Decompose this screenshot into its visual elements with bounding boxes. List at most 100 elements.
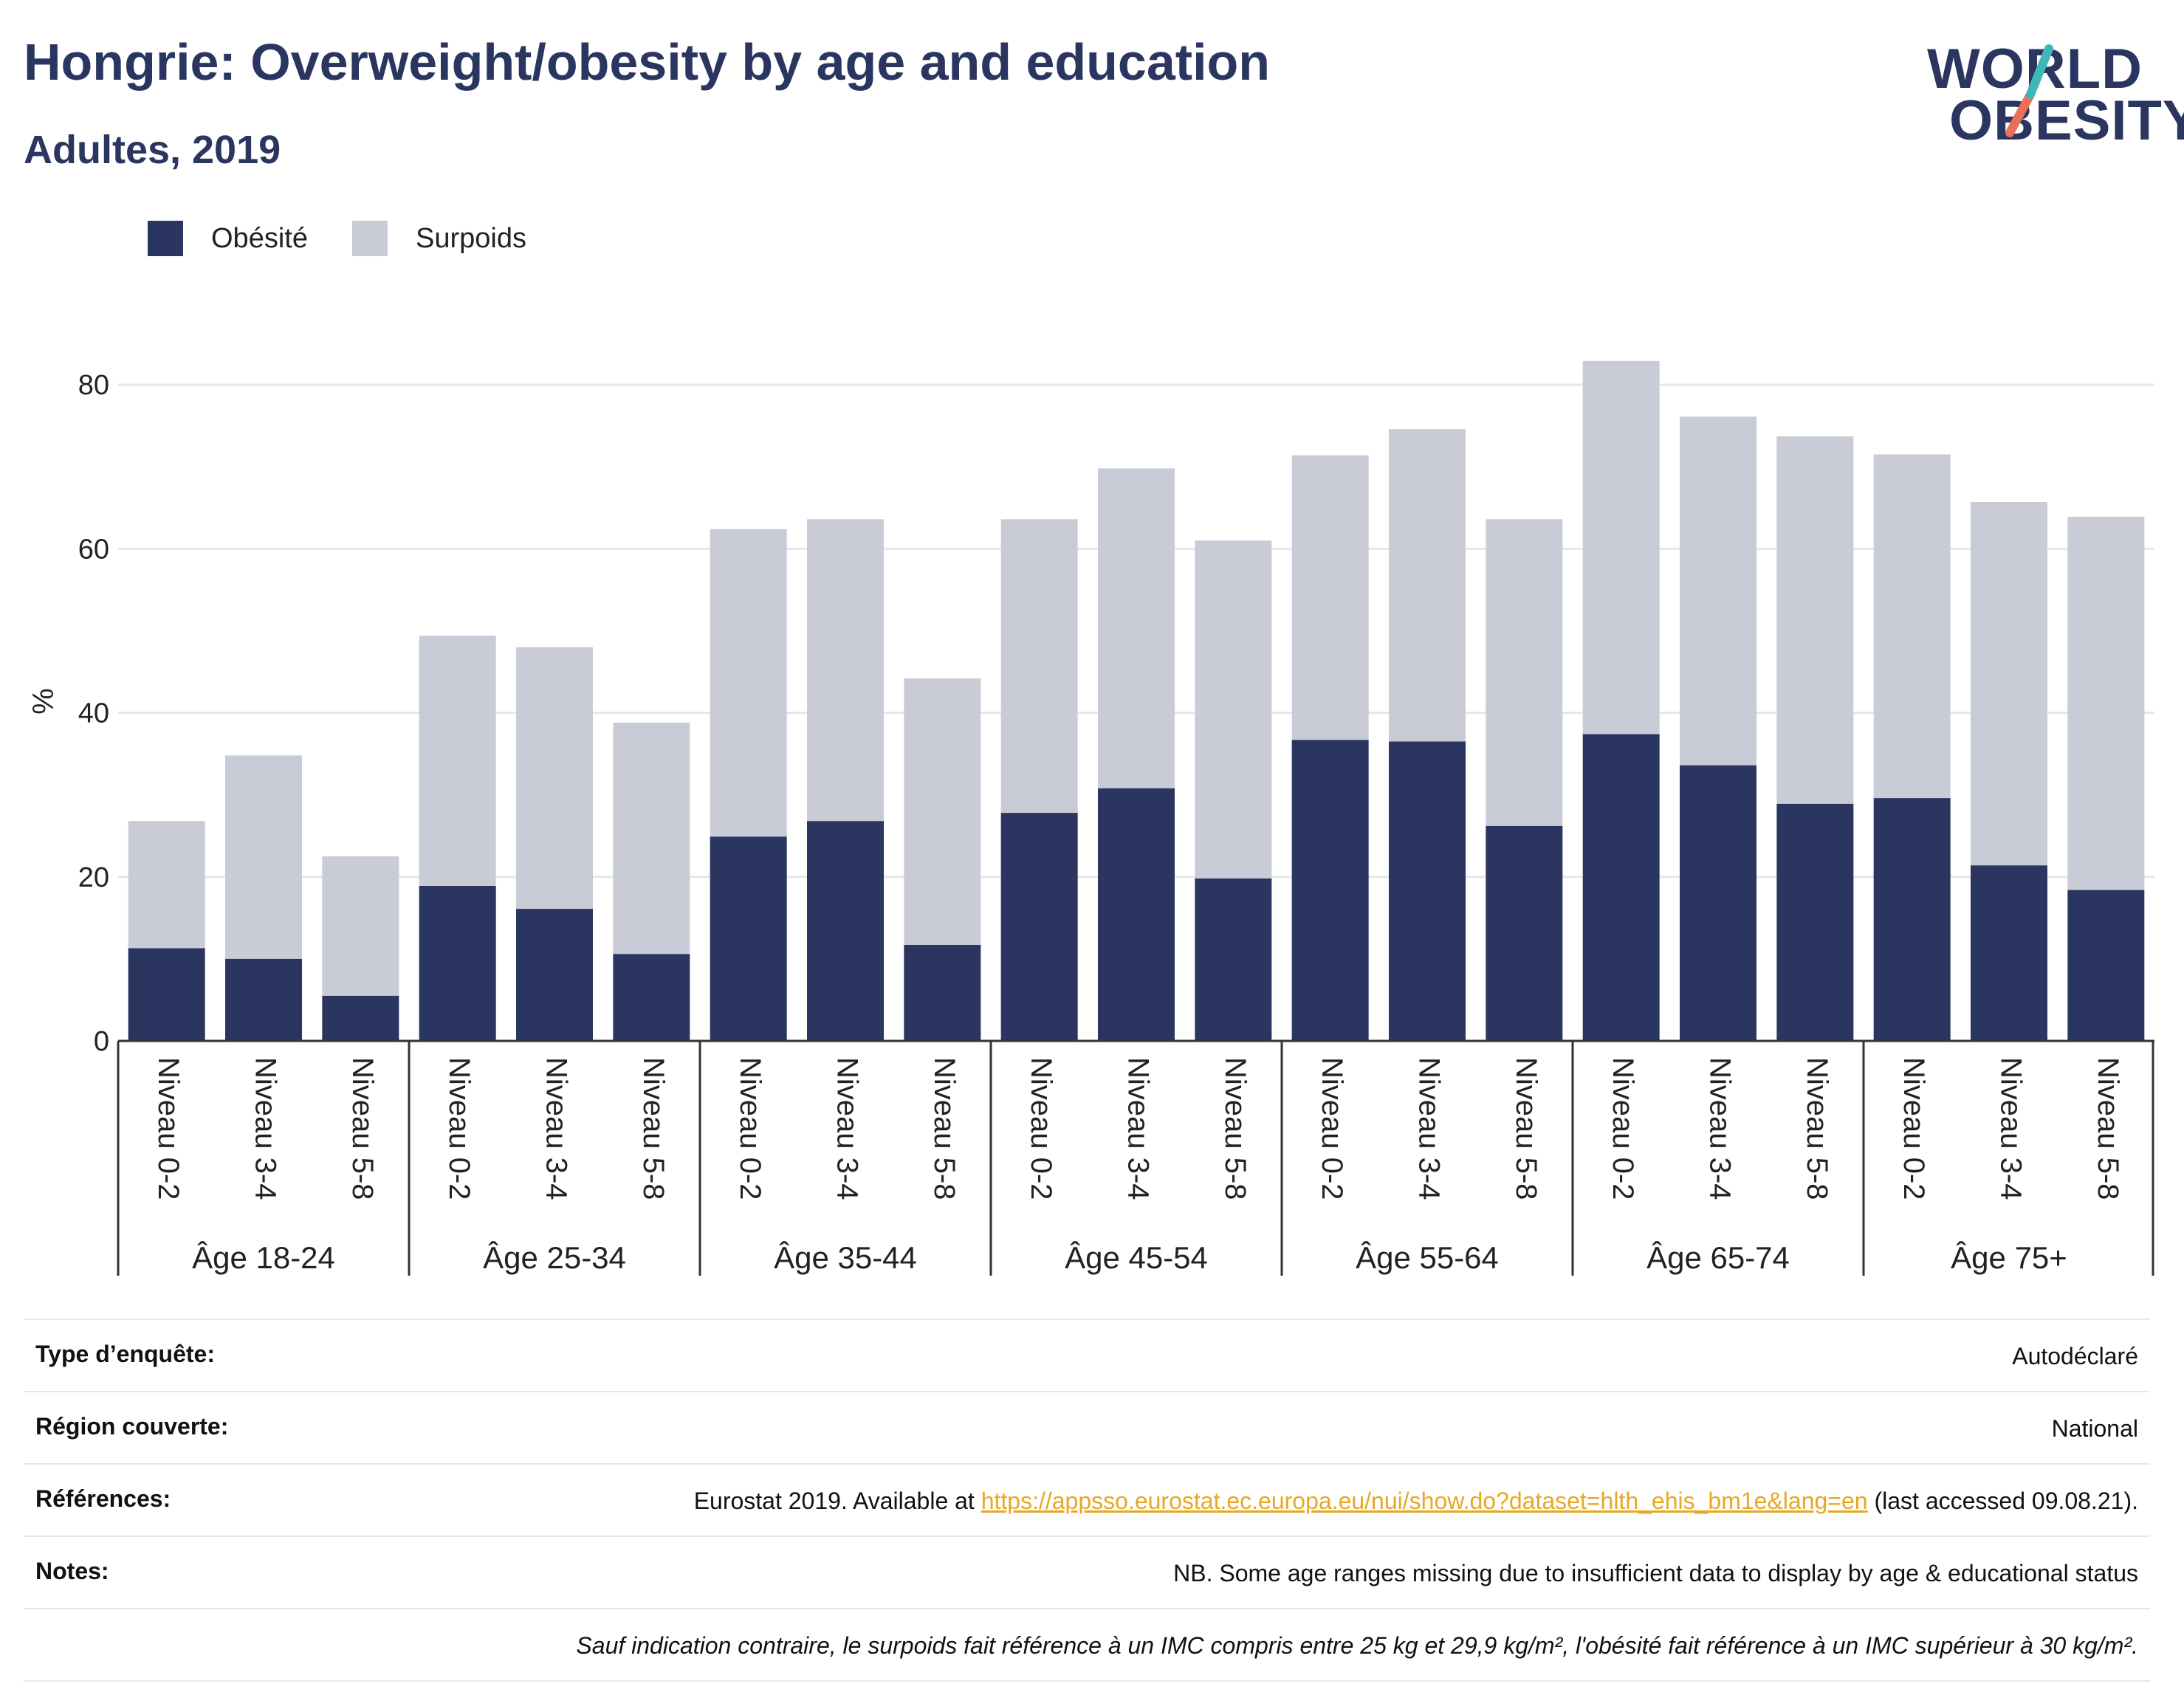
bar-obesite-g5-c0 bbox=[1582, 734, 1660, 1041]
bar-obesite-g6-c1 bbox=[1971, 865, 2047, 1041]
info-row-notes: Notes: NB. Some age ranges missing due t… bbox=[24, 1536, 2150, 1608]
bar-surpoids-g4-c0 bbox=[1291, 455, 1369, 740]
bar-obesite-g2-c0 bbox=[710, 836, 787, 1041]
bar-obesite-g2-c2 bbox=[904, 945, 981, 1041]
x-tick-label-g2-c2: Niveau 5-8 bbox=[928, 1057, 961, 1200]
bar-surpoids-g2-c0 bbox=[710, 529, 787, 837]
x-tick-label-g4-c0: Niveau 0-2 bbox=[1316, 1057, 1348, 1200]
info-value-survey: Autodéclaré bbox=[2012, 1343, 2138, 1369]
bar-surpoids-g4-c1 bbox=[1389, 429, 1466, 742]
bar-surpoids-g0-c1 bbox=[225, 755, 302, 959]
bar-surpoids-g5-c2 bbox=[1776, 436, 1854, 804]
y-tick-label-20: 20 bbox=[78, 862, 109, 893]
bar-surpoids-g0-c2 bbox=[322, 856, 399, 996]
x-tick-label-g0-c2: Niveau 5-8 bbox=[346, 1057, 379, 1200]
group-label-2: Âge 35-44 bbox=[774, 1240, 917, 1275]
bar-surpoids-g6-c0 bbox=[1873, 454, 1951, 799]
group-label-6: Âge 75+ bbox=[1951, 1240, 2067, 1275]
info-row-region: Région couverte: National bbox=[24, 1391, 2150, 1463]
bar-surpoids-g3-c1 bbox=[1098, 468, 1175, 788]
bar-surpoids-g3-c0 bbox=[1000, 519, 1078, 814]
bar-obesite-g1-c0 bbox=[419, 886, 496, 1041]
bar-obesite-g2-c1 bbox=[807, 821, 884, 1041]
x-tick-label-g0-c1: Niveau 3-4 bbox=[249, 1057, 281, 1200]
x-tick-label-g1-c0: Niveau 0-2 bbox=[443, 1057, 475, 1200]
legend-label-obesite: Obésité bbox=[211, 222, 308, 254]
bar-obesite-g3-c1 bbox=[1098, 788, 1175, 1041]
bar-obesite-g0-c2 bbox=[322, 995, 399, 1041]
bar-obesite-g4-c2 bbox=[1486, 825, 1563, 1041]
bar-surpoids-g1-c0 bbox=[419, 636, 496, 886]
group-label-5: Âge 65-74 bbox=[1646, 1240, 1790, 1275]
info-label-references: Références: bbox=[35, 1485, 171, 1512]
bar-obesite-g4-c0 bbox=[1291, 740, 1369, 1041]
bar-obesite-g5-c1 bbox=[1680, 765, 1757, 1041]
bar-chart: 0 20 40 60 80% Niveau 0-2 Niveau 3-4 Niveau 5-8… bbox=[27, 360, 2154, 1276]
y-tick-label-60: 60 bbox=[78, 534, 109, 565]
bar-obesite-g1-c1 bbox=[516, 909, 593, 1041]
info-value-notes: NB. Some age ranges missing due to insuf… bbox=[1173, 1560, 2138, 1586]
chart-subtitle: Adultes, 2019 bbox=[24, 128, 281, 172]
legend-swatch-surpoids bbox=[351, 221, 388, 256]
bar-obesite-g6-c2 bbox=[2067, 890, 2145, 1041]
x-tick-label-g3-c1: Niveau 3-4 bbox=[1122, 1057, 1154, 1200]
x-tick-label-g6-c0: Niveau 0-2 bbox=[1898, 1057, 1930, 1200]
bar-surpoids-g6-c2 bbox=[2067, 517, 2145, 890]
bar-surpoids-g3-c2 bbox=[1195, 540, 1272, 879]
group-label-1: Âge 25-34 bbox=[483, 1240, 626, 1275]
bar-obesite-g1-c2 bbox=[613, 954, 690, 1041]
references-link[interactable]: https://appsso.eurostat.ec.europa.eu/nui… bbox=[981, 1488, 1868, 1514]
x-tick-label-g5-c0: Niveau 0-2 bbox=[1607, 1057, 1639, 1200]
x-tick-label-g2-c0: Niveau 0-2 bbox=[734, 1057, 766, 1200]
references-accessed: (last accessed 09.08.21). bbox=[1867, 1488, 2138, 1514]
chart-legend: Obésité Surpoids bbox=[148, 220, 571, 257]
definition-note: Sauf indication contraire, le surpoids f… bbox=[576, 1632, 2138, 1659]
legend-swatch-obesite bbox=[148, 221, 183, 256]
x-tick-label-g1-c1: Niveau 3-4 bbox=[540, 1057, 572, 1200]
y-tick-label-0: 0 bbox=[94, 1026, 109, 1057]
group-label-3: Âge 45-54 bbox=[1065, 1240, 1208, 1275]
bar-obesite-g3-c2 bbox=[1195, 879, 1272, 1041]
info-value-region: National bbox=[2051, 1415, 2138, 1442]
x-tick-label-g0-c0: Niveau 0-2 bbox=[152, 1057, 185, 1200]
bar-obesite-g4-c1 bbox=[1389, 741, 1466, 1041]
bar-surpoids-g6-c1 bbox=[1971, 502, 2047, 866]
info-row-references: Références: Eurostat 2019. Available at … bbox=[24, 1463, 2150, 1536]
chart-title: Hongrie: Overweight/obesity by age and e… bbox=[24, 33, 1271, 91]
info-label-region: Région couverte: bbox=[35, 1413, 229, 1440]
bar-obesite-g5-c2 bbox=[1776, 803, 1854, 1041]
world-obesity-logo: WORLD OBESITY bbox=[1927, 22, 2184, 155]
info-label-survey: Type d’enquête: bbox=[35, 1341, 215, 1367]
legend-label-surpoids: Surpoids bbox=[415, 222, 526, 254]
info-row-definition: Sauf indication contraire, le surpoids f… bbox=[24, 1608, 2150, 1682]
logo-line-2: OBESITY bbox=[1949, 89, 2184, 152]
group-label-4: Âge 55-64 bbox=[1356, 1240, 1499, 1275]
x-tick-label-g5-c1: Niveau 3-4 bbox=[1703, 1057, 1736, 1200]
bar-obesite-g6-c0 bbox=[1873, 798, 1951, 1041]
group-label-0: Âge 18-24 bbox=[192, 1240, 335, 1275]
bar-obesite-g0-c1 bbox=[225, 958, 302, 1041]
info-value-references: Eurostat 2019. Available at https://apps… bbox=[641, 1485, 2138, 1516]
x-tick-label-g5-c2: Niveau 5-8 bbox=[1801, 1057, 1833, 1200]
y-tick-label-80: 80 bbox=[78, 370, 109, 401]
info-label-notes: Notes: bbox=[35, 1558, 109, 1584]
info-table: Type d’enquête: Autodéclaré Région couve… bbox=[24, 1318, 2150, 1682]
bar-surpoids-g1-c2 bbox=[613, 722, 690, 955]
x-tick-label-g1-c2: Niveau 5-8 bbox=[637, 1057, 670, 1200]
y-tick-label-40: 40 bbox=[78, 698, 109, 729]
bar-obesite-g0-c0 bbox=[128, 948, 205, 1041]
bar-surpoids-g5-c1 bbox=[1680, 416, 1757, 766]
x-tick-label-g6-c2: Niveau 5-8 bbox=[2092, 1057, 2124, 1200]
legend-item-obesite: Obésité bbox=[148, 221, 308, 256]
x-tick-label-g2-c1: Niveau 3-4 bbox=[831, 1057, 863, 1200]
bar-surpoids-g2-c2 bbox=[904, 678, 981, 945]
x-tick-label-g4-c1: Niveau 3-4 bbox=[1412, 1057, 1445, 1200]
bar-surpoids-g5-c0 bbox=[1582, 360, 1660, 735]
x-tick-label-g3-c2: Niveau 5-8 bbox=[1219, 1057, 1251, 1200]
y-axis-label: % bbox=[27, 688, 60, 715]
bar-surpoids-g0-c0 bbox=[128, 821, 205, 949]
bar-surpoids-g2-c1 bbox=[807, 519, 884, 822]
bar-surpoids-g1-c1 bbox=[516, 647, 593, 910]
x-tick-label-g6-c1: Niveau 3-4 bbox=[1994, 1057, 2027, 1200]
x-tick-label-g4-c2: Niveau 5-8 bbox=[1510, 1057, 1542, 1200]
